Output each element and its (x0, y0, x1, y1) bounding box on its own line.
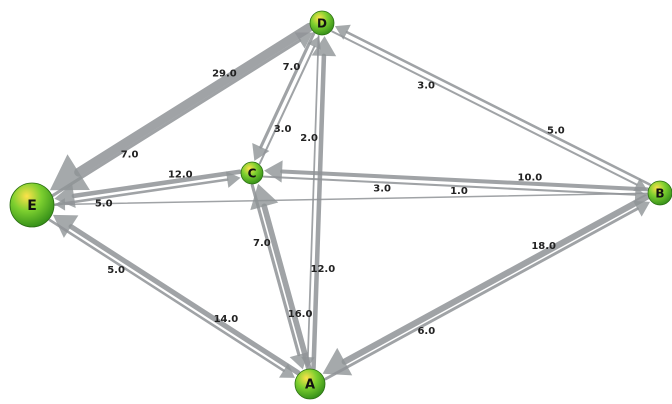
node-b[interactable]: B (647, 180, 672, 206)
edge-d-c-weight: 7.0 (283, 62, 301, 73)
node-a-label: A (305, 378, 315, 393)
edge-d-c-line (259, 31, 316, 149)
node-a[interactable]: A (294, 368, 326, 400)
edge-c-b-weight: 3.0 (373, 183, 391, 194)
edge-a-b-weight: 6.0 (417, 326, 435, 337)
edge-d-e-line (74, 22, 314, 177)
edge-c-a-weight: 7.0 (253, 238, 271, 249)
node-a-sphere[interactable] (294, 368, 326, 400)
edge-e-c-weight: 5.0 (95, 199, 113, 210)
node-c[interactable]: C (240, 161, 264, 185)
node-d-label: D (317, 16, 327, 30)
edge-b-a-weight: 18.0 (531, 241, 556, 252)
edge-d-b-line (331, 30, 638, 186)
edge-a-d-line (311, 53, 327, 371)
edge-e-d-line (51, 39, 302, 197)
edge-d-e (49, 22, 314, 191)
edge-b-a (322, 193, 651, 376)
edge-d-a-line (307, 35, 320, 358)
edge-d-c-arrowhead (252, 142, 270, 161)
edge-d-b (331, 30, 648, 192)
edge-d-b-weight: 3.0 (417, 80, 435, 91)
node-d-sphere[interactable] (309, 10, 335, 36)
edge-b-d-line (345, 30, 652, 186)
edge-d-e-arrowhead (49, 154, 90, 191)
edge-c-b-line (262, 175, 637, 196)
edge-b-c-weight: 10.0 (518, 173, 543, 184)
edge-a-b-arrowhead (633, 200, 651, 217)
edge-b-d (334, 24, 652, 186)
node-b-sphere[interactable] (647, 180, 672, 206)
edge-b-e-weight: 1.0 (450, 186, 468, 197)
edge-a-d-weight: 12.0 (310, 264, 335, 275)
edge-b-e (54, 192, 648, 211)
edge-a-b-line (324, 207, 639, 381)
node-b-label: B (655, 186, 664, 200)
edge-b-c-line (280, 169, 650, 192)
edge-a-c-line (261, 203, 312, 371)
edge-layer (48, 22, 652, 381)
edge-c-e-line (71, 169, 242, 199)
edge-a-d (311, 36, 337, 371)
edge-d-e-weight: 29.0 (212, 69, 237, 80)
edge-a-e-line (68, 224, 301, 376)
edge-a-c-arrowhead (250, 183, 279, 211)
edge-c-e-weight: 12.0 (168, 169, 193, 180)
edge-e-d-weight: 7.0 (121, 149, 139, 160)
edge-a-e-weight: 14.0 (214, 314, 239, 325)
edge-b-a-line (341, 193, 651, 365)
edge-e-a (48, 218, 295, 378)
edge-b-c-arrowhead (264, 160, 283, 183)
edge-c-d-weight: 3.0 (274, 124, 292, 135)
edge-e-c-arrowhead (225, 171, 241, 188)
node-d[interactable]: D (309, 10, 335, 36)
edge-a-c-weight: 16.0 (288, 309, 313, 320)
edge-d-c (252, 31, 316, 161)
edge-a-e-arrowhead (52, 214, 79, 238)
edge-b-d-arrowhead (334, 24, 351, 40)
node-c-label: C (248, 166, 257, 180)
edge-e-c-line (53, 178, 229, 206)
edge-a-c (250, 183, 312, 371)
edge-b-d-weight: 5.0 (547, 126, 565, 137)
edge-c-a-line (250, 183, 301, 357)
node-c-sphere[interactable] (240, 161, 264, 185)
node-e-sphere[interactable] (9, 182, 55, 228)
edge-b-e-arrowhead (54, 198, 66, 211)
node-layer: D C E B A (9, 10, 672, 400)
edge-b-e-line (64, 192, 648, 206)
edge-e-c (53, 171, 241, 206)
edge-e-a-weight: 5.0 (107, 265, 125, 276)
edge-a-e (52, 214, 301, 376)
node-e-label: E (27, 198, 37, 214)
edge-e-a-line (48, 218, 285, 372)
edge-label-layer: 7.0 29.0 7.0 3.0 12.0 2.0 5.0 3.0 12.0 5.0 10.0 3.0… (95, 62, 565, 337)
edge-e-a-arrowhead (279, 363, 295, 378)
edge-a-b (324, 200, 651, 381)
edge-c-d-line (258, 45, 316, 165)
edge-d-a-weight: 2.0 (300, 133, 318, 144)
node-e[interactable]: E (9, 182, 55, 228)
